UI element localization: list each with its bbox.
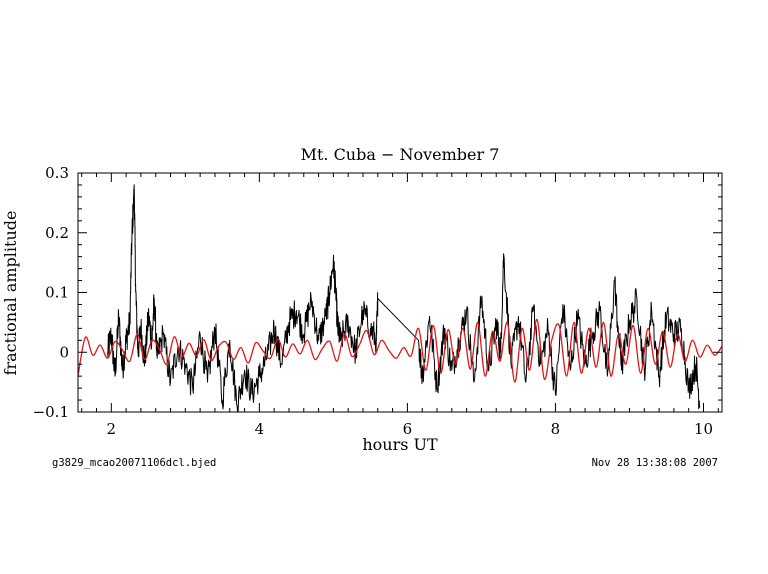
y-axis-label: fractional amplitude	[1, 211, 20, 376]
y-tick-label: 0.1	[45, 284, 69, 302]
footer-filename: g3829_mcao20071106dcl.bjed	[52, 457, 216, 469]
x-tick-label: 4	[255, 420, 265, 438]
x-tick-label: 6	[403, 420, 413, 438]
plot-lines	[78, 184, 722, 412]
x-tick-label: 2	[107, 420, 117, 438]
y-tick-label: 0	[59, 343, 69, 361]
y-tick-label: −0.1	[33, 403, 69, 421]
footer-timestamp: Nov 28 13:38:08 2007	[592, 457, 718, 469]
y-tick-label: 0.2	[45, 224, 69, 242]
x-tick-label: 10	[694, 420, 713, 438]
axis-ticks	[78, 172, 722, 413]
tick-labels: 2 4 6 8 10 −0.1 0 0.1 0.2 0.3	[33, 164, 713, 438]
x-axis-label: hours UT	[362, 435, 438, 454]
x-tick-label: 8	[551, 420, 561, 438]
series-fit-line	[78, 318, 722, 383]
series-observed-line	[107, 184, 701, 412]
y-tick-label: 0.3	[45, 164, 69, 182]
chart-title: Mt. Cuba − November 7	[301, 145, 500, 164]
plot-frame	[77, 172, 723, 413]
